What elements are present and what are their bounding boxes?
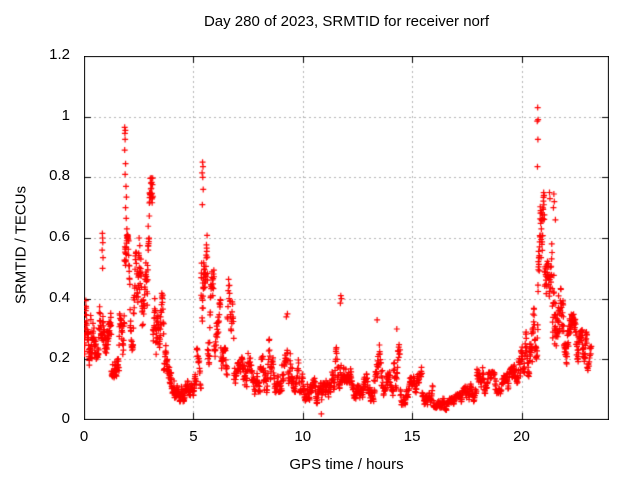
x-tick-label: 0 bbox=[79, 428, 89, 445]
y-tick-label: 0.6 bbox=[49, 228, 70, 245]
x-tick-label: 10 bbox=[294, 428, 312, 445]
y-tick-label: 0.2 bbox=[49, 349, 70, 367]
y-tick-label: 1.2 bbox=[49, 46, 70, 63]
y-tick-label: 0.8 bbox=[49, 167, 70, 185]
y-axis-label: SRMTID / TECUs bbox=[12, 185, 30, 305]
chart-title: Day 280 of 2023, SRMTID for receiver nor… bbox=[203, 13, 490, 30]
scatter-plot-canvas bbox=[84, 56, 609, 420]
y-tick-label: 0 bbox=[61, 410, 70, 427]
plot-area bbox=[84, 56, 609, 420]
x-tick-label: 20 bbox=[513, 428, 530, 445]
x-tick-label: 15 bbox=[403, 428, 421, 445]
x-tick-label: 5 bbox=[189, 428, 198, 445]
y-tick-label: 1 bbox=[61, 106, 70, 124]
y-tick-label: 0.4 bbox=[49, 288, 70, 306]
x-axis-label: GPS time / hours bbox=[289, 456, 404, 473]
